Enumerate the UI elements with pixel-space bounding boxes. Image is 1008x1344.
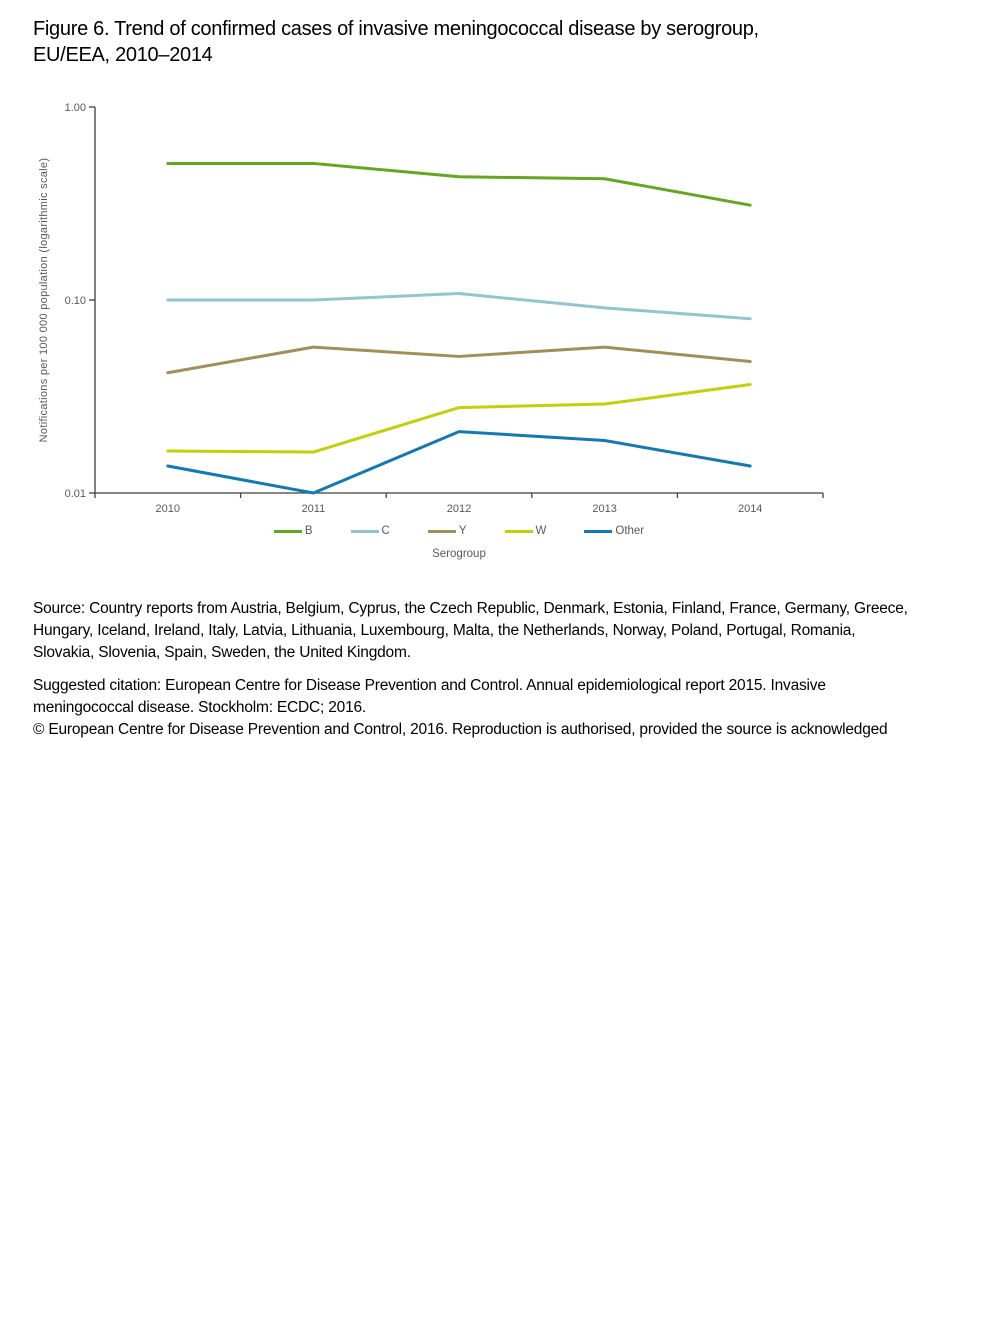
- x-tick-label-2010: 2010: [156, 503, 180, 515]
- series-line-b: [166, 161, 752, 207]
- legend-item-b: B: [273, 525, 313, 537]
- citation-line-2: meningococcal disease. Stockholm: ECDC; …: [33, 699, 367, 716]
- line-chart: 1.00 0.10 0.01 2010 2011 2012 2013 2014 Notifica…: [0, 68, 1008, 568]
- citation-line-1: Suggested citation: European Centre for …: [33, 677, 826, 694]
- y-tick-label-1: 0.10: [65, 295, 86, 307]
- legend-swatch-y: [427, 529, 456, 533]
- legend-item-other: Other: [584, 525, 644, 537]
- legend-label-c: C: [381, 525, 390, 537]
- source-line-1: Source: Country reports from Austria, Be…: [33, 600, 908, 617]
- legend-title: Serogroup: [432, 548, 486, 560]
- x-tick-label-2014: 2014: [738, 503, 762, 515]
- y-tick-label-2: 0.01: [65, 488, 86, 500]
- legend-label-y: Y: [458, 525, 467, 537]
- figure-title: Figure 6. Trend of confirmed cases of in…: [0, 0, 1008, 68]
- source-text: Source: Country reports from Austria, Be…: [33, 598, 968, 664]
- series-line-y: [166, 345, 752, 375]
- legend-swatch-c: [350, 529, 379, 533]
- chart-legend: B C Y W Other: [95, 525, 823, 537]
- y-axis-title: Notifications per 100 000 population (lo…: [38, 158, 50, 443]
- legend-label-b: B: [304, 525, 313, 537]
- copyright-line: © European Centre for Disease Prevention…: [33, 721, 888, 738]
- x-tick-label-2011: 2011: [302, 503, 326, 515]
- citation-text: Suggested citation: European Centre for …: [33, 675, 968, 741]
- legend-item-y: Y: [427, 525, 467, 537]
- source-line-3: Slovakia, Slovenia, Spain, Sweden, the U…: [33, 644, 411, 661]
- legend-swatch-other: [584, 529, 613, 533]
- series-line-w: [166, 382, 752, 454]
- x-tick-label-2013: 2013: [592, 503, 616, 515]
- legend-item-w: W: [504, 525, 547, 537]
- x-tick-label-2012: 2012: [447, 503, 471, 515]
- y-tick-label-0: 1.00: [65, 102, 86, 114]
- legend-item-c: C: [350, 525, 390, 537]
- figure-footer: Source: Country reports from Austria, Be…: [33, 598, 968, 741]
- legend-label-w: W: [535, 525, 547, 537]
- chart-svg: 1.00 0.10 0.01 2010 2011 2012 2013 2014 Notifica…: [38, 102, 824, 515]
- legend-label-other: Other: [615, 525, 645, 537]
- series-line-other: [166, 430, 752, 495]
- series-line-c: [166, 292, 752, 321]
- source-line-2: Hungary, Iceland, Ireland, Italy, Latvia…: [33, 622, 856, 639]
- figure-title-line-2: EU/EEA, 2010–2014: [33, 44, 213, 66]
- figure-title-line-1: Figure 6. Trend of confirmed cases of in…: [33, 18, 759, 40]
- legend-swatch-b: [273, 529, 302, 533]
- legend-swatch-w: [504, 529, 533, 533]
